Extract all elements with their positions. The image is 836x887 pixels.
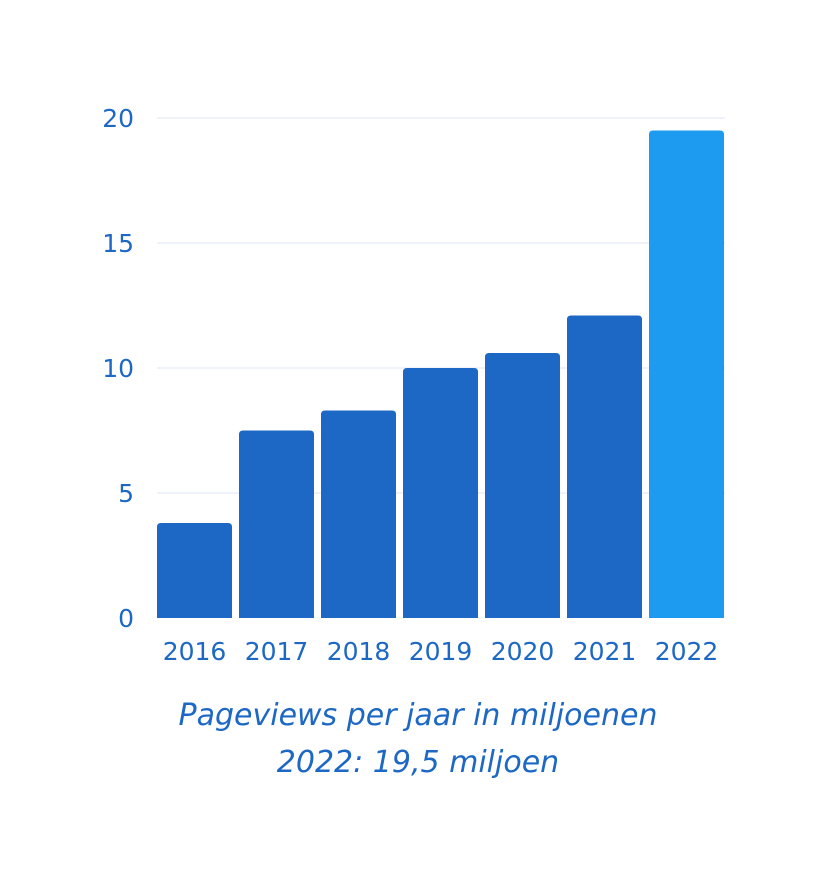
y-tick-label: 15: [102, 229, 134, 258]
bar-2020: [485, 353, 560, 618]
y-tick-label: 5: [118, 479, 134, 508]
chart-subtitle: 2022: 19,5 miljoen: [276, 745, 560, 780]
bar-chart: 0 5 10 15 20 2016 2017 2018 2019 2020 2021 2022: [102, 104, 725, 666]
bar-2016: [157, 523, 232, 618]
y-tick-label: 20: [102, 104, 134, 133]
x-tick-label: 2017: [245, 637, 309, 666]
y-tick-label: 10: [102, 354, 134, 383]
bar-2019: [403, 368, 478, 618]
x-tick-label: 2020: [491, 637, 555, 666]
y-tick-label: 0: [118, 604, 134, 633]
x-tick-label: 2016: [163, 637, 227, 666]
x-tick-label: 2022: [655, 637, 719, 666]
bar-2017: [239, 430, 314, 618]
x-tick-label: 2021: [573, 637, 637, 666]
x-tick-label: 2019: [409, 637, 473, 666]
chart-title: Pageviews per jaar in miljoenen: [178, 698, 658, 733]
bar-2021: [567, 315, 642, 618]
bar-2018: [321, 410, 396, 618]
x-tick-label: 2018: [327, 637, 391, 666]
bar-2022: [649, 130, 724, 618]
